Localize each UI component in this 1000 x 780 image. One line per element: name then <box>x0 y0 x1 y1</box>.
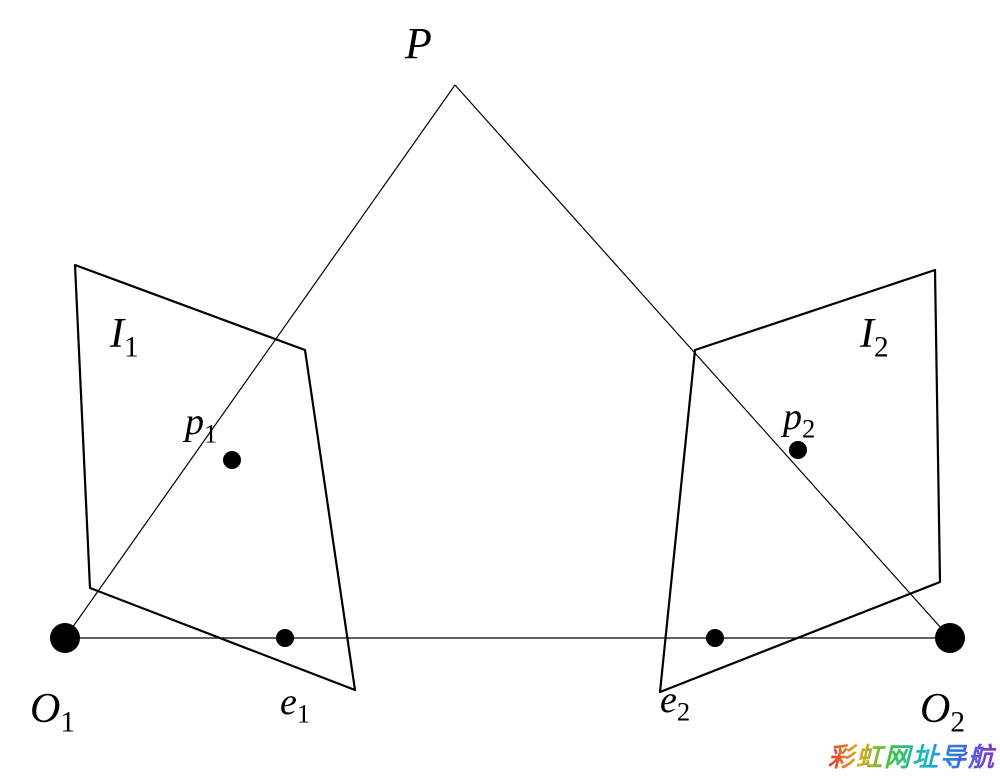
node-O2 <box>935 623 965 653</box>
epipolar-diagram-svg <box>0 0 1000 780</box>
point-markers <box>50 441 965 653</box>
node-p2 <box>789 441 807 459</box>
diagram-stage: P I1 I2 p1 p2 e1 e2 O1 O2 彩虹网址导航 <box>0 0 1000 780</box>
node-O1 <box>50 623 80 653</box>
image-plane-2 <box>660 270 940 692</box>
node-e1 <box>276 629 294 647</box>
node-p1 <box>223 451 241 469</box>
node-e2 <box>706 629 724 647</box>
projection-lines <box>65 85 950 638</box>
image-plane-1 <box>75 265 355 690</box>
